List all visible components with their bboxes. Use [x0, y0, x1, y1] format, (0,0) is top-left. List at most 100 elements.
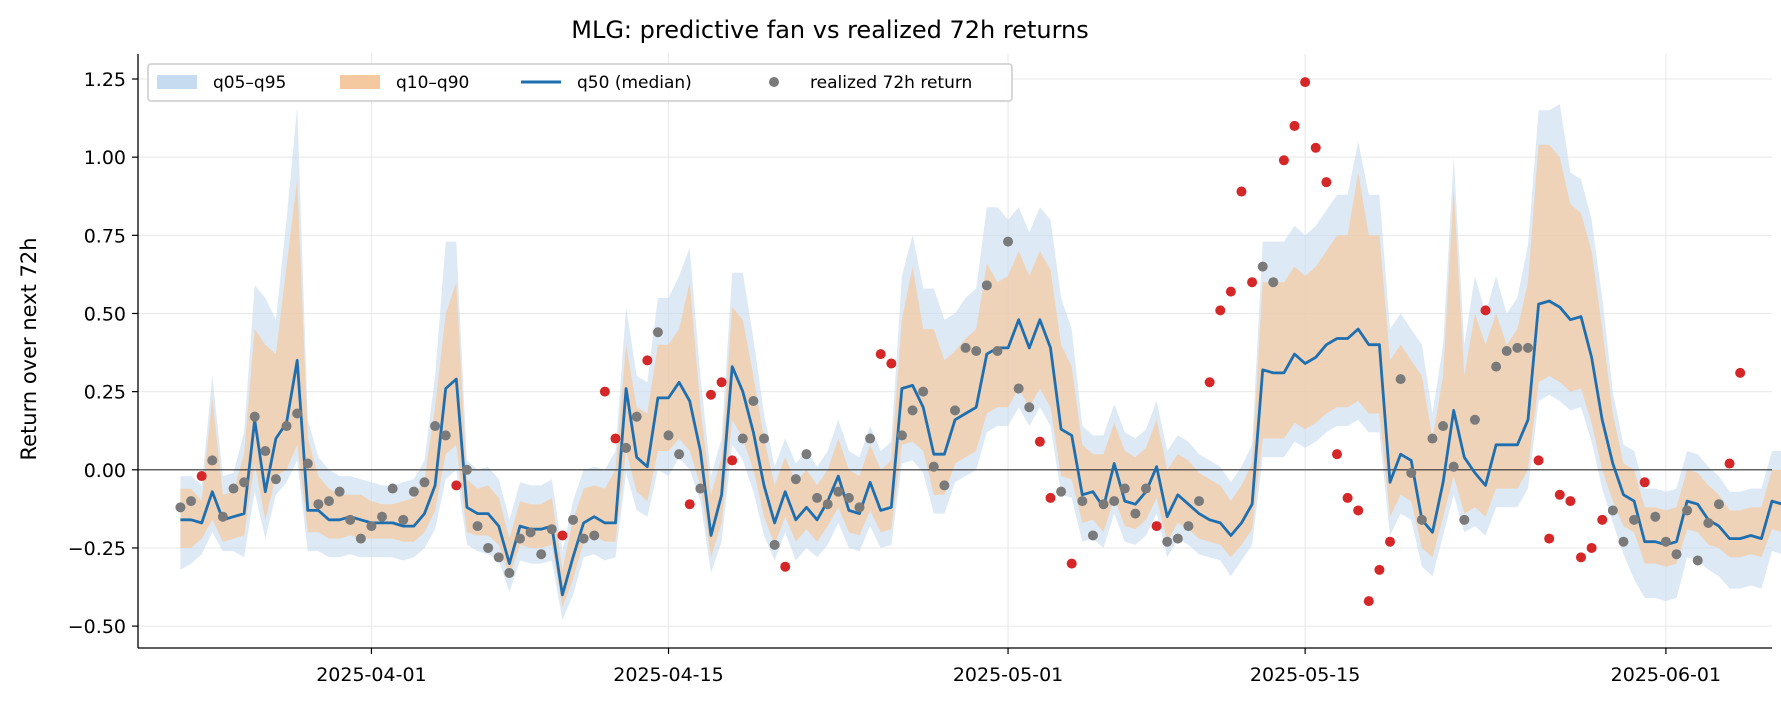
realized-point	[334, 486, 345, 497]
x-axis-ticks: 2025-04-01 2025-04-15 2025-05-01 2025-05-15…	[316, 648, 1721, 686]
realized-point	[1215, 305, 1226, 316]
realized-point	[1682, 505, 1693, 516]
realized-point	[472, 521, 483, 532]
realized-point	[419, 477, 430, 488]
y-tick-label: 0.25	[84, 382, 126, 404]
realized-point	[1140, 483, 1151, 494]
realized-point	[1321, 177, 1332, 188]
realized-point	[1501, 346, 1512, 356]
realized-point	[430, 421, 441, 432]
median-series-line	[180, 299, 1781, 597]
realized-point	[1300, 77, 1311, 88]
realized-point	[992, 346, 1003, 356]
realized-point	[599, 386, 610, 397]
realized-points	[175, 77, 1746, 607]
x-tick-label: 2025-04-01	[316, 664, 426, 686]
realized-point	[1331, 449, 1342, 460]
realized-point	[483, 542, 494, 553]
realized-point	[1289, 120, 1300, 131]
chart-title: MLG: predictive fan vs realized 72h retu…	[571, 16, 1088, 44]
realized-point	[260, 446, 271, 457]
realized-point	[790, 474, 801, 485]
realized-point	[1087, 530, 1098, 541]
realized-point	[292, 408, 303, 419]
realized-point	[1713, 499, 1724, 510]
x-tick-label: 2025-05-15	[1250, 664, 1360, 686]
legend-label-band95: q05–q95	[213, 73, 286, 93]
realized-point	[1438, 421, 1449, 432]
y-tick-label: 0.75	[84, 225, 126, 247]
realized-point	[833, 486, 844, 497]
realized-point	[610, 433, 621, 444]
realized-point	[366, 521, 377, 532]
realized-point	[971, 346, 982, 356]
realized-point	[1650, 511, 1661, 522]
realized-point	[175, 502, 186, 513]
realized-point	[1374, 564, 1385, 575]
legend-swatch-band90	[340, 75, 380, 89]
realized-point	[695, 483, 706, 494]
realized-point	[281, 421, 292, 432]
realized-point	[1469, 414, 1480, 425]
y-axis-label: Return over next 72h	[17, 237, 41, 460]
realized-point	[1629, 514, 1640, 525]
legend-frame	[147, 63, 1013, 102]
realized-point	[1194, 496, 1205, 507]
legend-label-realized: realized 72h return	[810, 73, 972, 93]
realized-point	[865, 433, 876, 444]
realized-point	[1045, 492, 1056, 503]
y-tick-label: 1.25	[84, 69, 126, 91]
realized-point	[1151, 521, 1162, 532]
realized-point	[377, 511, 388, 522]
realized-point	[1448, 461, 1459, 472]
realized-point	[928, 461, 939, 472]
realized-point	[493, 552, 504, 563]
realized-point	[1406, 467, 1417, 478]
realized-point	[621, 442, 632, 453]
realized-point	[1395, 374, 1406, 385]
x-tick-label: 2025-04-15	[613, 664, 723, 686]
realized-point	[186, 496, 197, 507]
realized-point	[642, 355, 653, 366]
realized-point	[1003, 236, 1014, 247]
y-tick-label: −0.50	[68, 616, 126, 638]
realized-point	[525, 527, 536, 538]
realized-point	[1385, 536, 1396, 547]
realized-point	[896, 430, 907, 441]
realized-point	[228, 483, 239, 494]
realized-point	[950, 405, 960, 416]
realized-point	[1066, 558, 1077, 569]
realized-point	[461, 464, 472, 475]
y-tick-label: −0.25	[68, 538, 126, 560]
realized-point	[1522, 342, 1533, 353]
realized-point	[1342, 492, 1353, 503]
realized-point	[1109, 496, 1120, 507]
realized-point	[1278, 155, 1289, 166]
realized-point	[589, 530, 600, 541]
realized-point	[557, 530, 568, 541]
realized-point	[1703, 517, 1714, 528]
y-tick-label: 1.00	[84, 147, 126, 169]
realized-point	[1257, 261, 1268, 272]
realized-point	[1597, 514, 1608, 525]
realized-point	[1586, 542, 1597, 553]
realized-point	[1119, 483, 1130, 494]
realized-point	[1247, 277, 1258, 288]
realized-point	[1491, 361, 1502, 372]
realized-point	[1353, 505, 1364, 516]
realized-point	[1172, 533, 1183, 544]
realized-point	[918, 386, 929, 397]
realized-point	[705, 389, 716, 400]
realized-point	[981, 280, 992, 291]
band-q10-q90	[180, 144, 1781, 608]
realized-point	[1565, 496, 1576, 507]
realized-point	[875, 349, 886, 360]
realized-point	[674, 449, 685, 460]
realized-point	[748, 396, 759, 407]
realized-point	[812, 492, 823, 503]
realized-point	[1183, 521, 1194, 532]
realized-point	[345, 514, 356, 525]
realized-point	[939, 480, 950, 491]
realized-point	[239, 477, 250, 488]
realized-point	[451, 480, 462, 491]
